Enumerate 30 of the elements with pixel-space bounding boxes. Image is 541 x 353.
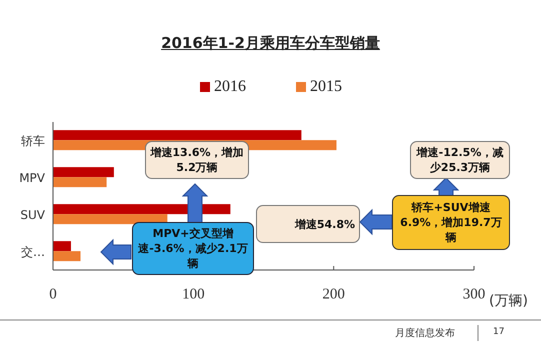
bar xyxy=(53,214,168,224)
x-tick-label: 200 xyxy=(322,286,345,303)
y-tick-label: 轿车 xyxy=(21,134,45,148)
callout-box: 增速13.6%，增加5.2万辆 xyxy=(145,141,249,179)
bar xyxy=(53,204,230,214)
y-tick-label: MPV xyxy=(19,170,46,185)
chart-title: 2016年1-2月乘用车分车型销量 xyxy=(161,34,380,52)
x-tick-label: 0 xyxy=(49,286,57,303)
bar xyxy=(53,251,81,262)
bar xyxy=(53,130,302,140)
annotation: 增速13.6%，增加5.2万辆 xyxy=(150,145,244,175)
callout-box: 轿车+SUV增速6.9%，增加19.7万辆 xyxy=(392,195,510,250)
annotation: 增速54.8% xyxy=(294,216,355,232)
bar xyxy=(53,177,107,188)
y-tick-label: SUV xyxy=(20,208,46,222)
x-axis-title: (万辆) xyxy=(489,292,528,310)
legend-label: 2016 xyxy=(214,78,246,95)
x-tick-label: 100 xyxy=(182,286,205,303)
x-tick-label: 300 xyxy=(462,286,486,303)
bar xyxy=(53,167,114,178)
text: 月度信息发布 xyxy=(395,326,455,340)
callout-box: MPV+交叉型增速-3.6%，减少2.1万辆 xyxy=(132,222,254,275)
text: 17 xyxy=(493,327,504,337)
y-tick-label: 交… xyxy=(21,244,45,259)
legend-label: 2015 xyxy=(310,78,342,95)
callout-box: 增速-12.5%，减少25.3万辆 xyxy=(410,141,510,179)
annotation: 增速-12.5%，减少25.3万辆 xyxy=(415,145,504,175)
annotation: 轿车+SUV增速6.9%，增加19.7万辆 xyxy=(399,200,503,245)
bar xyxy=(53,241,71,252)
callout-box: 增速54.8% xyxy=(256,205,360,243)
